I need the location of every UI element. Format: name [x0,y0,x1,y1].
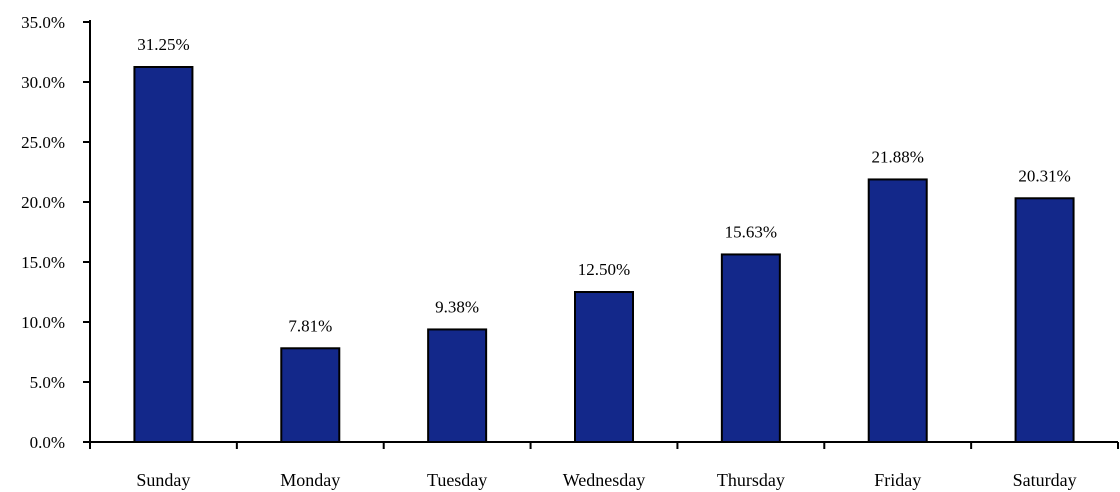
category-label-saturday: Saturday [1013,470,1077,490]
x-axis [89,441,1119,449]
data-label-sunday: 31.25% [137,35,189,54]
data-label-monday: 7.81% [288,316,332,335]
data-label-wednesday: 12.50% [578,260,630,279]
data-label-thursday: 15.63% [725,222,777,241]
bar-friday [867,178,928,443]
bar-wednesday [574,291,634,443]
data-label-friday: 21.88% [872,147,924,166]
data-label-tuesday: 9.38% [435,297,479,316]
data-labels: 31.25% 7.81% 9.38% 12.50% 15.63% 21.88% 20.31% [137,35,1071,335]
y-tick-label: 25.0% [21,133,65,152]
y-tick-label: 10.0% [21,313,65,332]
category-label-sunday: Sunday [136,470,190,490]
category-label-monday: Monday [280,470,340,490]
y-axis: 0.0% 5.0% 10.0% 15.0% 20.0% 25.0% 30.0% 35.0% [21,13,91,452]
y-tick-label: 35.0% [21,13,65,32]
y-tick-label: 20.0% [21,193,65,212]
category-label-thursday: Thursday [717,470,785,490]
bars [133,66,1075,443]
y-tick-label: 5.0% [30,373,65,392]
category-label-tuesday: Tuesday [427,470,487,490]
category-labels: Sunday Monday Tuesday Wednesday Thursday Frid… [136,470,1076,490]
y-tick-label: 0.0% [30,433,65,452]
bar-tuesday [427,328,488,443]
category-label-wednesday: Wednesday [563,470,646,490]
bar-monday [280,347,341,443]
y-tick-label: 30.0% [21,73,65,92]
bar-sunday [133,66,194,443]
category-label-friday: Friday [874,470,921,490]
bar-saturday [1014,197,1075,443]
data-label-saturday: 20.31% [1018,166,1070,185]
y-tick-label: 15.0% [21,253,65,272]
bar-thursday [720,253,781,443]
